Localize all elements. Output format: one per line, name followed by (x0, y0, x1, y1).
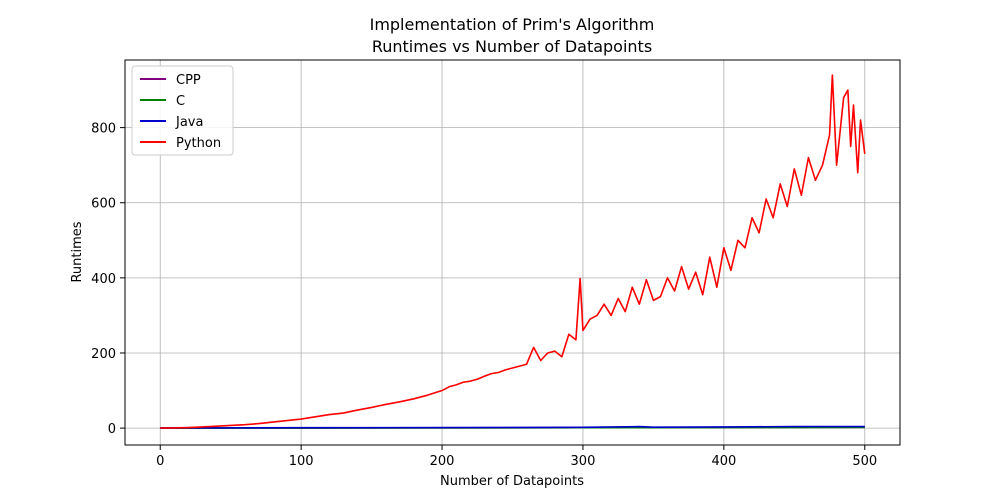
x-tick-label: 500 (852, 454, 877, 469)
legend-entry-label: CPP (176, 73, 201, 88)
legend-entry-label: Java (175, 115, 203, 130)
y-tick-label: 800 (91, 122, 116, 137)
y-axis-label: Runtimes (70, 221, 85, 282)
x-tick-label: 400 (711, 454, 736, 469)
x-tick-label: 100 (289, 454, 314, 469)
legend-entry-label: Python (176, 136, 221, 151)
plot-frame (124, 59, 901, 446)
chart-title-line2: Runtimes vs Number of Datapoints (372, 37, 652, 56)
legend-box (131, 65, 234, 156)
chart-title-line1: Implementation of Prim's Algorithm (370, 15, 655, 34)
x-axis-label: Number of Datapoints (440, 474, 584, 489)
legend-entry-label: C (176, 94, 185, 109)
y-tick-label: 400 (91, 272, 116, 287)
x-tick-label: 0 (156, 454, 164, 469)
x-tick-label: 200 (430, 454, 455, 469)
y-tick-label: 600 (91, 197, 116, 212)
series-line-python (160, 74, 866, 429)
ticks: 0 100 200 300 400 500 0 200 400 600 800 (91, 122, 877, 469)
series-line-java (160, 425, 865, 429)
legend: CPP C Java Python (131, 65, 234, 156)
y-tick-label: 200 (91, 347, 116, 362)
y-tick-label: 0 (108, 422, 116, 437)
x-tick-label: 300 (571, 454, 596, 469)
series-layer (160, 74, 866, 429)
